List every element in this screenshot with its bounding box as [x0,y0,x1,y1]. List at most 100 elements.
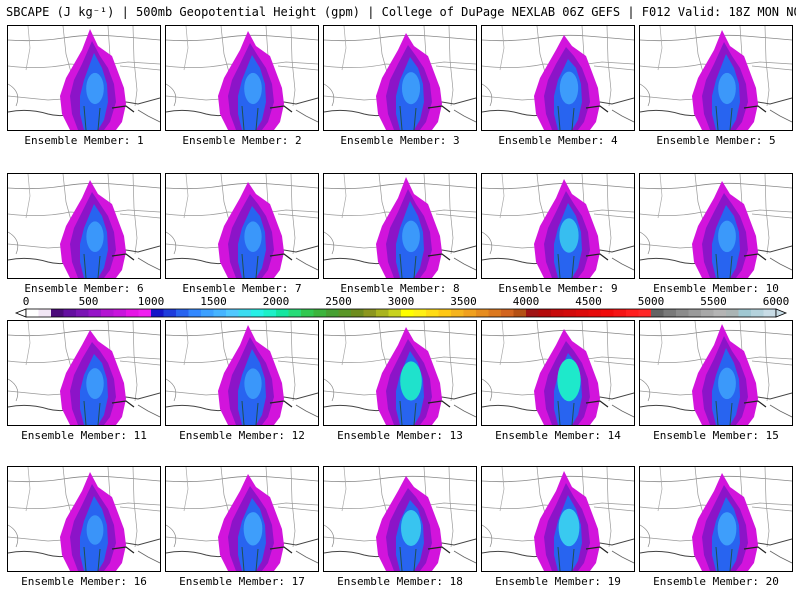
ensemble-member-map-6 [7,173,161,279]
colorbar-swatch [613,309,627,317]
colorbar-swatch [326,309,339,317]
colorbar-swatch [463,309,477,317]
ensemble-member-map-7 [165,173,319,279]
ensemble-member-map-13 [323,320,477,426]
cape-map-graphic [8,26,160,130]
colorbar-low-arrow [14,308,27,318]
colorbar-swatch [701,309,714,317]
colorbar-swatch [113,309,127,317]
cape-colorbar [14,298,790,320]
cape-map-graphic [8,467,160,571]
ensemble-member-label: Ensemble Member: 15 [653,429,779,442]
colorbar-swatch [188,309,202,317]
ensemble-member-label: Ensemble Member: 9 [498,282,618,295]
ensemble-member-label: Ensemble Member: 12 [179,429,305,442]
colorbar-swatch [763,309,777,317]
colorbar-swatch [663,309,677,317]
ensemble-member-map-5 [639,25,793,131]
colorbar-tick-label: 4000 [512,295,540,308]
cape-map-graphic [166,321,318,425]
colorbar-swatch [351,309,364,317]
colorbar-swatch [51,309,64,317]
colorbar-tick-label: 0 [22,295,30,308]
ensemble-member-map-19 [481,466,635,572]
colorbar-tick-label: 3000 [387,295,415,308]
colorbar-tick-label: 2000 [262,295,290,308]
colorbar-swatch [76,309,89,317]
colorbar-swatch [38,309,52,317]
ensemble-member-map-18 [323,466,477,572]
ensemble-member-label: Ensemble Member: 6 [24,282,144,295]
colorbar-swatch [26,309,39,317]
ensemble-member-label: Ensemble Member: 17 [179,575,305,588]
colorbar-swatch [713,309,727,317]
colorbar-swatch [513,309,527,317]
ensemble-member-map-4 [481,25,635,131]
colorbar-swatch [626,309,639,317]
ensemble-member-map-16 [7,466,161,572]
ensemble-member-map-14 [481,320,635,426]
colorbar-swatch [451,309,464,317]
colorbar-tick-label: 3500 [450,295,477,308]
colorbar-swatch [438,309,452,317]
colorbar-swatch [138,309,152,317]
colorbar-swatch [738,309,752,317]
ensemble-member-map-15 [639,320,793,426]
cape-map-graphic [166,26,318,130]
colorbar-swatch [588,309,602,317]
cape-map-graphic [324,467,476,571]
cape-map-graphic [482,321,634,425]
colorbar-swatch [226,309,239,317]
colorbar-high-arrow [775,308,788,318]
cape-map-graphic [640,467,792,571]
colorbar-swatch [601,309,614,317]
colorbar-swatch [413,309,427,317]
ensemble-member-label: Ensemble Member: 2 [182,134,302,147]
ensemble-member-label: Ensemble Member: 16 [21,575,147,588]
ensemble-member-label: Ensemble Member: 18 [337,575,463,588]
ensemble-member-label: Ensemble Member: 10 [653,282,779,295]
ensemble-member-map-20 [639,466,793,572]
colorbar-swatch [688,309,702,317]
colorbar-tick-label: 1000 [137,295,165,308]
ensemble-member-label: Ensemble Member: 7 [182,282,302,295]
colorbar-swatch [376,309,389,317]
colorbar-tick-label: 5000 [637,295,665,308]
colorbar-swatch [563,309,577,317]
colorbar-swatch [651,309,664,317]
ensemble-member-label: Ensemble Member: 4 [498,134,618,147]
colorbar-tick-label: 2500 [325,295,352,308]
colorbar-swatch [176,309,189,317]
cape-map-graphic [324,321,476,425]
colorbar-tick-label: 6000 [762,295,790,308]
colorbar-swatch [726,309,739,317]
colorbar-swatch [676,309,689,317]
colorbar-swatch [88,309,102,317]
colorbar-swatch [63,309,77,317]
ensemble-member-label: Ensemble Member: 1 [24,134,144,147]
cape-map-graphic [640,174,792,278]
map-title: SBCAPE (J kg⁻¹) | 500mb Geopotential Hei… [6,5,796,19]
colorbar-swatch [488,309,502,317]
colorbar-swatch [101,309,114,317]
ensemble-member-label: Ensemble Member: 19 [495,575,621,588]
cape-map-graphic [324,174,476,278]
ensemble-member-label: Ensemble Member: 8 [340,282,460,295]
colorbar-swatch [576,309,589,317]
colorbar-swatch [151,309,164,317]
ensemble-member-map-9 [481,173,635,279]
cape-map-graphic [324,26,476,130]
colorbar-swatch [251,309,264,317]
cape-map-graphic [640,26,792,130]
colorbar-tick-label: 5500 [700,295,727,308]
colorbar-swatch [288,309,302,317]
ensemble-member-map-11 [7,320,161,426]
cape-map-graphic [166,174,318,278]
colorbar-tick-label: 1500 [200,295,227,308]
ensemble-member-label: Ensemble Member: 14 [495,429,621,442]
colorbar-swatch [163,309,177,317]
colorbar-swatch [426,309,439,317]
colorbar-swatch [551,309,564,317]
colorbar-swatch [276,309,289,317]
colorbar-tick-label: 4500 [575,295,602,308]
